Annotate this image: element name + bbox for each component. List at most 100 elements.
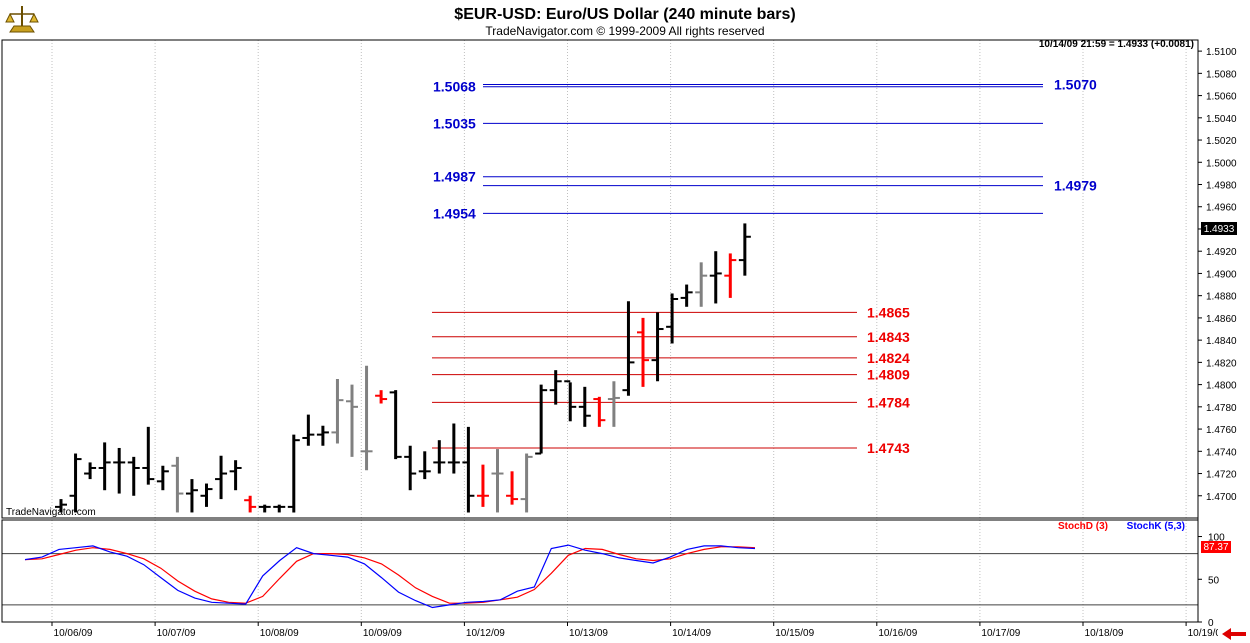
price-bar: [549, 370, 562, 405]
stochk-line: [24, 544, 756, 609]
price-bar: [666, 293, 679, 344]
price-bar: [476, 464, 489, 507]
y-tick-label: 1.4820: [1206, 358, 1237, 369]
x-tick-label: 10/16/09: [878, 628, 917, 639]
y-tick-label: 1.4860: [1206, 314, 1237, 325]
x-tick-label: 10/17/09: [981, 628, 1020, 639]
stochastic-panel: 100 50 0: [2, 533, 1225, 629]
price-bar: [98, 442, 111, 491]
y-tick-label: 1.4980: [1206, 181, 1237, 192]
price-bar: [287, 434, 300, 513]
resistance-label: 1.4954: [433, 205, 476, 221]
price-bar: [404, 445, 417, 491]
price-bar: [724, 253, 737, 298]
price-bar: [55, 499, 67, 513]
stoch-y-tick-label: 0: [1208, 618, 1214, 629]
x-tick-label: 10/15/09: [775, 628, 814, 639]
price-bar: [564, 380, 577, 422]
legend-stochk: StochK (5,3): [1127, 521, 1185, 532]
y-tick-label: 1.5080: [1206, 69, 1237, 80]
price-bar: [506, 471, 519, 505]
price-bar: [69, 453, 82, 513]
x-tick-label: 10/09/09: [363, 628, 402, 639]
price-bar: [578, 386, 591, 427]
x-tick-label: 10/14/09: [672, 628, 711, 639]
price-bar: [185, 479, 198, 513]
price-bar: [389, 390, 402, 460]
y-tick-label: 1.4800: [1206, 381, 1237, 392]
x-tick-label: 10/18/09: [1085, 628, 1124, 639]
y-tick-label: 1.4780: [1206, 403, 1237, 414]
axes: 10/06/09 10/07/09 10/08/09 10/09/09 10/12/09…: [1, 39, 1237, 639]
level-lines: 1.5068 1.5070 1.5035 1.4987 1.4979 1.4954 1.48…: [432, 76, 1097, 456]
y-tick-label: 1.5020: [1206, 136, 1237, 147]
chart-title: $EUR-USD: Euro/US Dollar (240 minute bar…: [454, 6, 795, 23]
price-bar: [535, 384, 548, 455]
x-tick-label: 10/06/09: [54, 628, 93, 639]
x-tick-label: 10/13/09: [569, 628, 608, 639]
last-price-badge: [1201, 222, 1237, 235]
x-tick-label: 10/07/09: [157, 628, 196, 639]
price-bar: [462, 426, 475, 513]
resistance-label: 1.5068: [433, 79, 476, 95]
price-bar: [244, 495, 257, 513]
price-bar: [200, 483, 213, 507]
y-tick-label: 1.4720: [1206, 470, 1237, 481]
price-bar: [651, 312, 664, 382]
price-bar: [695, 262, 708, 307]
y-tick-label: 1.4900: [1206, 269, 1237, 280]
price-bar: [622, 301, 635, 396]
y-tick-label: 1.4700: [1206, 492, 1237, 503]
last-price-label: 1.4933: [1204, 224, 1235, 235]
support-label: 1.4843: [867, 329, 910, 345]
stoch-y-tick-label: 50: [1208, 575, 1220, 586]
x-tick-label: 10/19/09: [1188, 628, 1227, 639]
price-bars: [55, 223, 751, 513]
y-tick-label: 1.5000: [1206, 158, 1237, 169]
price-bar: [258, 504, 271, 513]
price-bar: [113, 447, 126, 494]
resistance-label: 1.5035: [433, 115, 476, 131]
scroll-right-arrow-icon[interactable]: [1218, 627, 1248, 641]
price-bar: [215, 455, 228, 500]
support-label: 1.4743: [867, 440, 910, 456]
legend-stochd: StochD (3): [1058, 521, 1108, 532]
resistance-label: 1.5070: [1054, 76, 1097, 92]
price-bar: [738, 223, 751, 276]
price-bar: [520, 453, 533, 513]
price-bar: [84, 462, 97, 480]
y-tick-label: 1.5060: [1206, 92, 1237, 103]
y-tick-label: 1.4920: [1206, 247, 1237, 258]
y-tick-label: 1.4880: [1206, 292, 1237, 303]
chart-subtitle: TradeNavigator.com © 1999-2009 All right…: [485, 24, 764, 38]
price-bar: [346, 384, 358, 457]
stoch-last-badge: [1201, 541, 1231, 553]
watermark: TradeNavigator.com: [6, 507, 96, 518]
price-bar: [360, 365, 373, 471]
price-bar: [418, 451, 431, 480]
y-tick-label: 1.4960: [1206, 203, 1237, 214]
price-bar: [316, 425, 329, 446]
price-bar: [607, 381, 620, 427]
support-label: 1.4784: [867, 394, 910, 410]
y-tick-label: 1.5100: [1206, 47, 1237, 58]
resistance-label: 1.4987: [433, 169, 476, 185]
price-bar: [127, 456, 140, 496]
price-bar: [302, 414, 315, 446]
price-bar: [156, 465, 169, 491]
y-tick-label: 1.5040: [1206, 114, 1237, 125]
price-bar: [593, 396, 606, 427]
info-readout: 10/14/09 21:59 = 1.4933 (+0.0081): [1039, 39, 1194, 50]
price-bar: [375, 390, 388, 404]
y-tick-label: 1.4840: [1206, 336, 1237, 347]
price-bar: [273, 504, 286, 513]
x-tick-label: 10/08/09: [260, 628, 299, 639]
price-bar: [637, 317, 649, 387]
support-label: 1.4865: [867, 304, 910, 320]
price-bar: [491, 449, 504, 513]
trade-navigator-logo: [5, 6, 39, 33]
price-bar: [142, 426, 155, 485]
price-bar: [680, 284, 693, 307]
